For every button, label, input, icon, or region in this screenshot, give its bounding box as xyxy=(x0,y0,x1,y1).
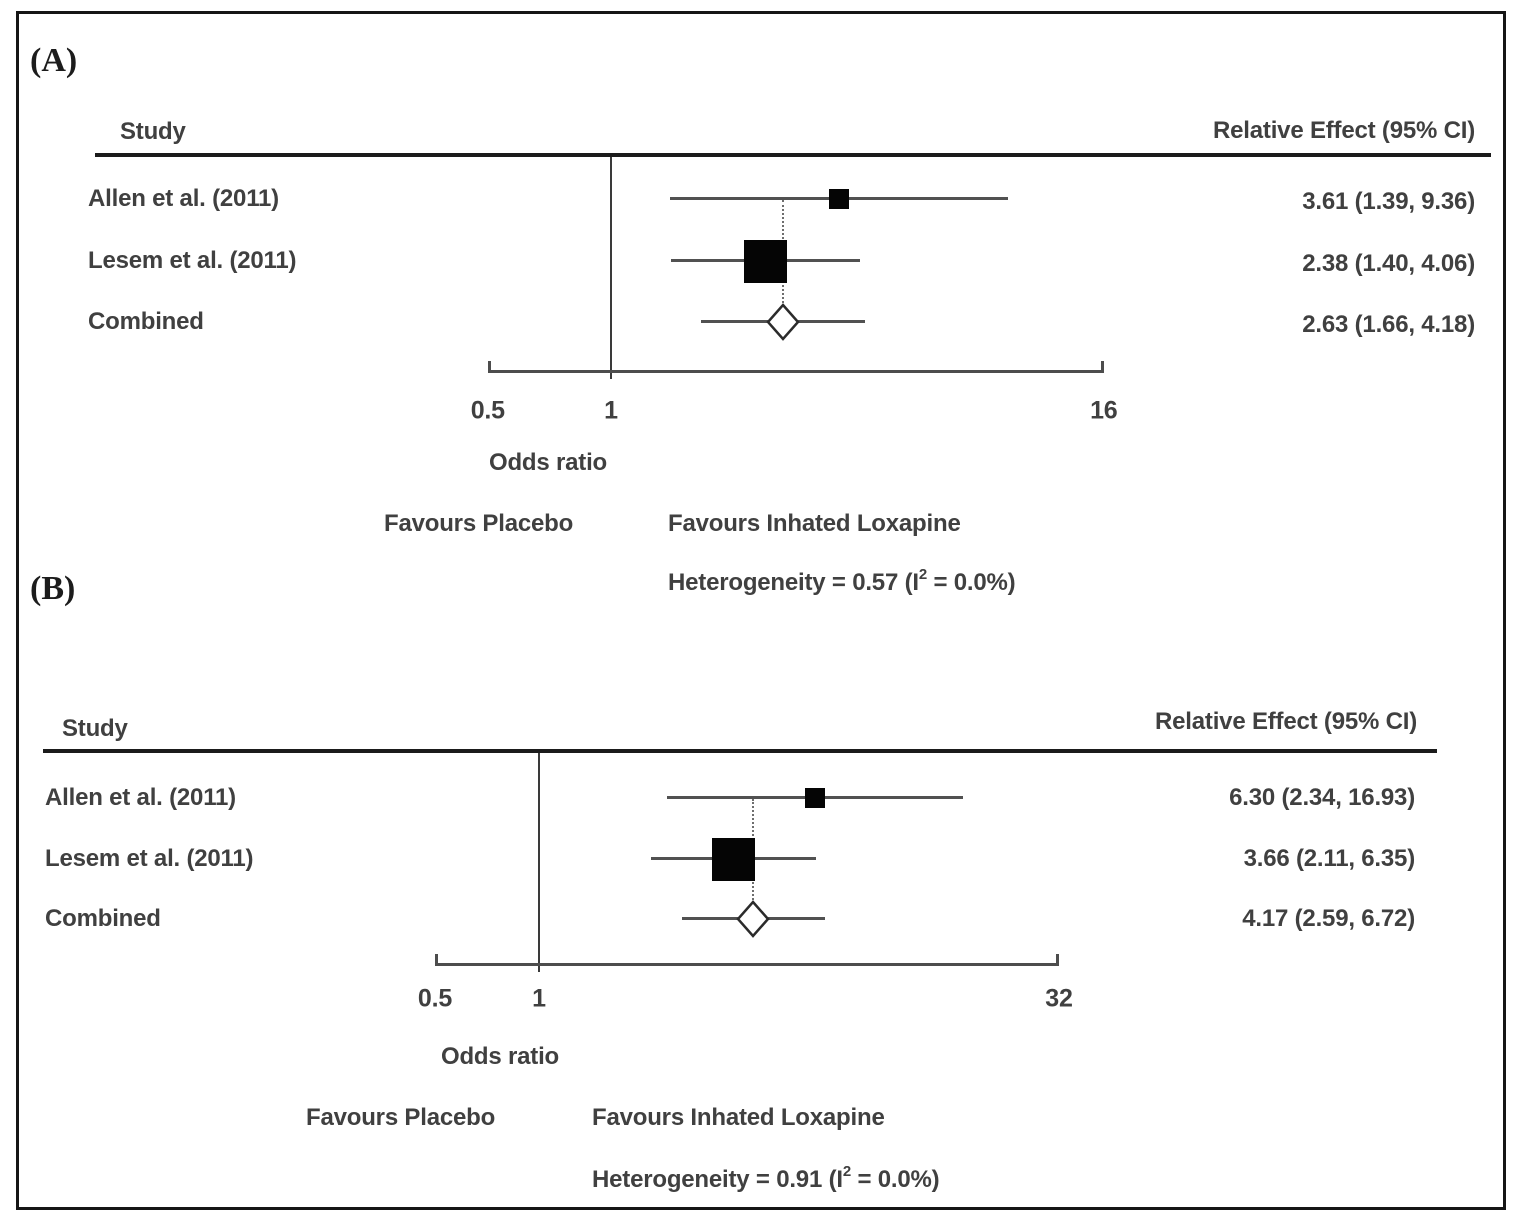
effect-value: 6.30 (2.34, 16.93) xyxy=(1229,784,1415,811)
pooled-diamond-marker xyxy=(736,900,770,943)
x-axis-title: Odds ratio xyxy=(488,449,608,476)
heterogeneity-note: Heterogeneity = 0.91 (I2 = 0.0%) xyxy=(592,1163,940,1194)
favours-loxapine-label: Favours Inhated Loxapine xyxy=(668,510,961,537)
study-label: Allen et al. (2011) xyxy=(88,185,279,212)
heterogeneity-text: = 0.0%) xyxy=(851,1166,940,1193)
axis-end-bracket xyxy=(1100,361,1104,373)
axis-tick-label: 16 xyxy=(1090,396,1118,425)
effect-column-header: Relative Effect (95% CI) xyxy=(1213,117,1475,144)
heterogeneity-text: = 0.0%) xyxy=(927,569,1016,596)
effect-value: 3.66 (2.11, 6.35) xyxy=(1243,845,1416,872)
axis-tick-label: 0.5 xyxy=(470,396,505,425)
header-rule xyxy=(43,749,1437,753)
effect-value: 2.38 (1.40, 4.06) xyxy=(1302,250,1475,277)
study-label: Combined xyxy=(88,308,204,335)
i-squared-superscript: 2 xyxy=(918,566,927,583)
axis-end-bracket xyxy=(1056,954,1059,966)
x-axis-title: Odds ratio xyxy=(440,1043,560,1070)
axis-tick-label: 0.5 xyxy=(417,984,453,1013)
favours-loxapine-label: Favours Inhated Loxapine xyxy=(592,1104,885,1131)
pooled-diamond-marker xyxy=(766,303,800,346)
axis-tick-label: 32 xyxy=(1045,984,1073,1013)
axis-end-bracket xyxy=(435,954,438,966)
study-label: Combined xyxy=(45,905,161,932)
effect-value: 4.17 (2.59, 6.72) xyxy=(1242,905,1415,932)
study-column-header: Study xyxy=(120,118,186,145)
or-marker-square xyxy=(829,189,850,209)
study-label: Allen et al. (2011) xyxy=(45,784,236,811)
study-label: Lesem et al. (2011) xyxy=(45,845,254,872)
reference-line xyxy=(610,157,612,379)
heterogeneity-note: Heterogeneity = 0.57 (I2 = 0.0%) xyxy=(668,566,1016,597)
favours-placebo-label: Favours Placebo xyxy=(306,1104,496,1131)
effect-value: 3.61 (1.39, 9.36) xyxy=(1302,188,1475,215)
x-axis-line xyxy=(435,963,1059,966)
panel-a-tag: (A) xyxy=(30,42,78,79)
panel-b-tag: (B) xyxy=(30,570,76,607)
header-rule xyxy=(95,153,1491,157)
heterogeneity-text: Heterogeneity = 0.91 (I xyxy=(592,1166,843,1193)
or-marker-square xyxy=(743,239,787,283)
effect-column-header: Relative Effect (95% CI) xyxy=(1155,708,1417,735)
axis-tick-label: 1 xyxy=(532,984,546,1013)
heterogeneity-text: Heterogeneity = 0.57 (I xyxy=(668,569,919,596)
favours-placebo-label: Favours Placebo xyxy=(384,510,574,537)
study-label: Lesem et al. (2011) xyxy=(88,247,297,274)
axis-tick-label: 1 xyxy=(604,396,618,425)
or-marker-square xyxy=(805,788,826,808)
reference-line xyxy=(538,753,540,972)
x-axis-line xyxy=(487,370,1104,373)
figure-frame xyxy=(16,11,1506,1210)
axis-end-bracket xyxy=(487,361,491,373)
or-marker-square xyxy=(712,837,756,881)
effect-value: 2.63 (1.66, 4.18) xyxy=(1302,311,1475,338)
i-squared-superscript: 2 xyxy=(842,1163,851,1180)
study-column-header: Study xyxy=(62,715,128,742)
